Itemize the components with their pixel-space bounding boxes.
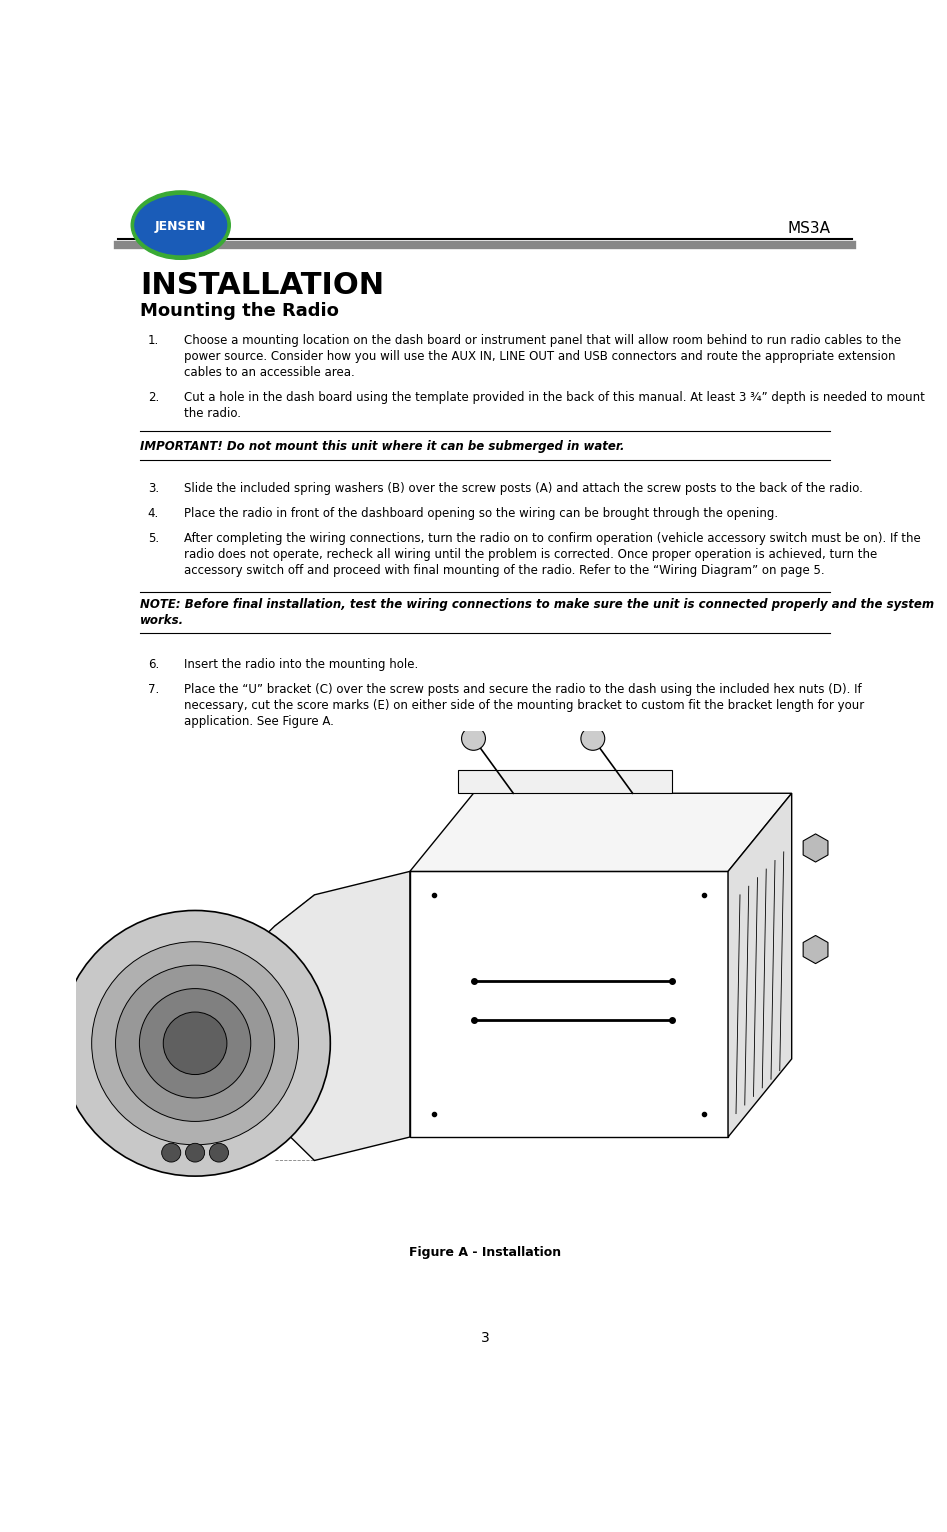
Text: works.: works. bbox=[140, 614, 185, 627]
Text: Choose a mounting location on the dash board or instrument panel that will allow: Choose a mounting location on the dash b… bbox=[185, 334, 902, 346]
Ellipse shape bbox=[132, 192, 230, 259]
Polygon shape bbox=[728, 794, 792, 1137]
Text: Slide the included spring washers (B) over the screw posts (A) and attach the sc: Slide the included spring washers (B) ov… bbox=[185, 481, 864, 495]
Circle shape bbox=[92, 942, 298, 1144]
Circle shape bbox=[60, 910, 331, 1177]
Text: 5.: 5. bbox=[148, 533, 159, 545]
Circle shape bbox=[209, 1143, 228, 1163]
Text: accessory switch off and proceed with final mounting of the radio. Refer to the : accessory switch off and proceed with fi… bbox=[185, 564, 825, 578]
Text: 2.: 2. bbox=[148, 391, 159, 404]
Polygon shape bbox=[457, 769, 672, 794]
Circle shape bbox=[163, 1013, 227, 1074]
Text: necessary, cut the score marks (E) on either side of the mounting bracket to cus: necessary, cut the score marks (E) on ei… bbox=[185, 699, 865, 712]
Text: Insert the radio into the mounting hole.: Insert the radio into the mounting hole. bbox=[185, 659, 419, 671]
Text: the radio.: the radio. bbox=[185, 408, 241, 420]
Text: JENSEN: JENSEN bbox=[155, 221, 206, 233]
Text: 3: 3 bbox=[481, 1330, 490, 1345]
Text: Figure A - Installation: Figure A - Installation bbox=[409, 1246, 562, 1258]
Text: cables to an accessible area.: cables to an accessible area. bbox=[185, 366, 355, 378]
Polygon shape bbox=[803, 833, 828, 863]
Text: 1.: 1. bbox=[148, 334, 159, 346]
Text: power source. Consider how you will use the AUX IN, LINE OUT and USB connectors : power source. Consider how you will use … bbox=[185, 349, 896, 363]
Text: MS3A: MS3A bbox=[787, 221, 831, 236]
Text: application. See Figure A.: application. See Figure A. bbox=[185, 715, 334, 728]
Polygon shape bbox=[410, 794, 792, 872]
Polygon shape bbox=[410, 872, 728, 1137]
Text: 4.: 4. bbox=[148, 507, 159, 519]
Circle shape bbox=[139, 988, 251, 1098]
Text: 7.: 7. bbox=[148, 683, 159, 697]
Text: After completing the wiring connections, turn the radio on to confirm operation : After completing the wiring connections,… bbox=[185, 533, 921, 545]
Polygon shape bbox=[803, 936, 828, 964]
Text: Cut a hole in the dash board using the template provided in the back of this man: Cut a hole in the dash board using the t… bbox=[185, 391, 925, 404]
Text: Place the “U” bracket (C) over the screw posts and secure the radio to the dash : Place the “U” bracket (C) over the screw… bbox=[185, 683, 862, 697]
Text: 6.: 6. bbox=[148, 659, 159, 671]
Text: INSTALLATION: INSTALLATION bbox=[140, 271, 384, 300]
Circle shape bbox=[186, 1143, 205, 1163]
Ellipse shape bbox=[134, 196, 226, 254]
Text: 3.: 3. bbox=[148, 481, 159, 495]
Polygon shape bbox=[235, 872, 410, 1161]
Text: IMPORTANT! Do not mount this unit where it can be submerged in water.: IMPORTANT! Do not mount this unit where … bbox=[140, 440, 625, 453]
Circle shape bbox=[461, 726, 486, 751]
Circle shape bbox=[581, 726, 605, 751]
Text: Mounting the Radio: Mounting the Radio bbox=[140, 302, 339, 320]
Circle shape bbox=[162, 1143, 181, 1163]
Text: Place the radio in front of the dashboard opening so the wiring can be brought t: Place the radio in front of the dashboar… bbox=[185, 507, 778, 519]
Circle shape bbox=[116, 965, 275, 1121]
Text: NOTE: Before final installation, test the wiring connections to make sure the un: NOTE: Before final installation, test th… bbox=[140, 597, 935, 611]
Text: radio does not operate, recheck all wiring until the problem is corrected. Once : radio does not operate, recheck all wiri… bbox=[185, 548, 878, 561]
